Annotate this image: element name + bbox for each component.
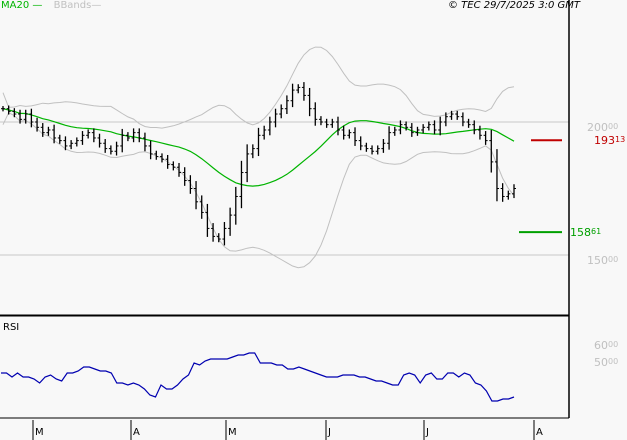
x-label-may: M: [228, 427, 237, 438]
price-label-200: 20000: [587, 121, 619, 134]
copyright-timestamp: © TEC 29/7/2025 3:0 GMT: [448, 0, 580, 11]
chart-legend: MA20 — BBands—: [1, 0, 101, 12]
rsi-line: [1, 352, 515, 402]
ma20-line: [2, 108, 515, 187]
x-label-jun: J: [328, 427, 331, 438]
bband-upper-line: [2, 46, 515, 129]
bband-lower-line: [2, 112, 515, 269]
price-label-150: 15000: [587, 254, 619, 267]
rsi-title: RSI: [3, 322, 20, 333]
resistance-label: 19313: [594, 134, 626, 147]
x-label-mar: M: [35, 427, 44, 438]
legend-bbands: BBands—: [53, 0, 102, 11]
x-label-aug: A: [536, 427, 543, 438]
legend-ma20: MA20 —: [1, 0, 43, 11]
x-label-apr: A: [133, 427, 140, 438]
rsi-label-60: 6000: [594, 339, 619, 352]
support-label: 15861: [570, 226, 602, 239]
rsi-label-50: 5000: [594, 356, 619, 369]
x-label-jul: J: [426, 427, 429, 438]
